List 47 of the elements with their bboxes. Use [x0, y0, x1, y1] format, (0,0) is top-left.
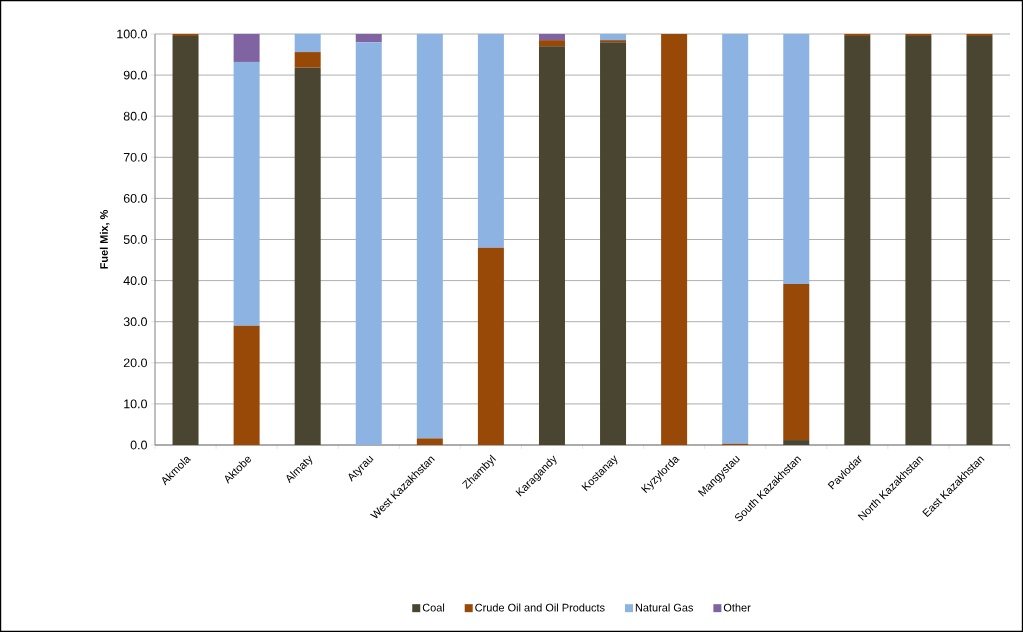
bar [844, 36, 871, 445]
y-tick-label: 20.0 [123, 358, 147, 368]
bar [905, 34, 932, 37]
bar [294, 67, 321, 445]
y-tick-label: 70.0 [123, 152, 147, 162]
bar [538, 34, 565, 41]
bar [538, 40, 565, 47]
bar [294, 52, 321, 68]
y-axis-title: Fuel Mix, % [99, 209, 110, 269]
y-tick-label: 0.0 [130, 440, 147, 450]
y-tick-label: 10.0 [124, 399, 147, 409]
bar [477, 247, 504, 445]
bar [294, 34, 321, 53]
bar [783, 440, 810, 445]
bar [172, 34, 199, 37]
bar [477, 34, 504, 248]
legend-label: Other [723, 603, 751, 612]
y-tick-label: 40.0 [123, 276, 147, 286]
bar [355, 34, 382, 43]
bar [783, 34, 810, 284]
bar [538, 46, 565, 445]
bar [600, 40, 627, 43]
legend-label: Natural Gas [635, 603, 694, 612]
bar [172, 36, 199, 445]
bar [905, 36, 932, 445]
bar [233, 34, 260, 62]
bar [783, 283, 810, 441]
bar [600, 34, 627, 41]
bar [233, 61, 260, 326]
legend-label: Crude Oil and Oil Products [475, 603, 605, 612]
y-tick-label: 90.0 [123, 70, 147, 80]
bar [416, 438, 443, 445]
bar [600, 42, 627, 445]
legend-label: Coal [422, 603, 445, 612]
bar [722, 34, 749, 444]
bar [661, 34, 688, 445]
y-tick-label: 50.0 [123, 235, 147, 244]
bar [844, 34, 871, 37]
bar [355, 42, 382, 445]
bar [416, 34, 443, 439]
y-tick-label: 60.0 [123, 194, 147, 203]
y-tick-label: 80.0 [123, 111, 147, 121]
bar [233, 325, 260, 445]
bar [966, 34, 993, 37]
y-tick-label: 30.0 [123, 317, 147, 327]
bar [966, 36, 993, 445]
y-tick-label: 100.0 [117, 29, 147, 39]
